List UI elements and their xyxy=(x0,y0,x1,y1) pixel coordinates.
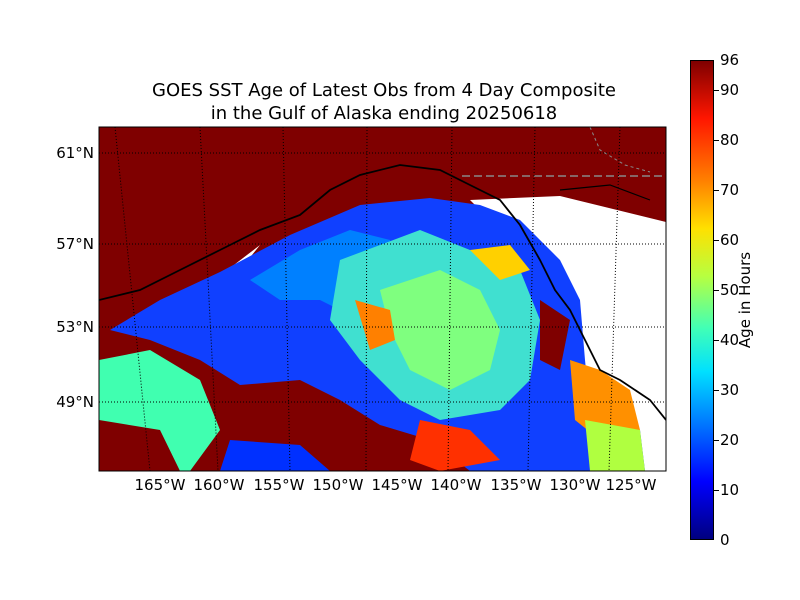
coastline-inland xyxy=(559,184,651,201)
colorbar-tick: 0 xyxy=(720,531,730,549)
colorbar-tick-mark xyxy=(714,140,719,141)
colorbar-tick: 96 xyxy=(720,51,740,69)
swath-lime xyxy=(585,420,645,471)
colorbar-tick: 10 xyxy=(720,481,740,499)
lat-label: 61°N xyxy=(56,144,94,162)
south-blue xyxy=(220,440,330,471)
lat-label: 49°N xyxy=(56,393,94,411)
swath-darkred-patch xyxy=(540,300,570,370)
lon-label: 125°W xyxy=(606,476,657,494)
colorbar-tick-mark xyxy=(714,440,719,441)
lon-label: 155°W xyxy=(254,476,305,494)
southwest-red xyxy=(99,420,180,471)
colorbar-label: Age in Hours xyxy=(736,251,754,349)
swath-orange-west xyxy=(355,300,395,350)
colorbar-tick-mark xyxy=(714,290,719,291)
lon-label: 130°W xyxy=(550,476,601,494)
lat-label: 53°N xyxy=(56,318,94,336)
colorbar-tick: 60 xyxy=(720,231,740,249)
colorbar-tick: 50 xyxy=(720,281,740,299)
border-line-north xyxy=(589,127,651,173)
colorbar-tick-mark xyxy=(714,240,719,241)
colorbar-tick: 70 xyxy=(720,181,740,199)
coastline xyxy=(99,164,666,421)
swath-yellow xyxy=(470,245,530,280)
colorbar-tick: 80 xyxy=(720,131,740,149)
lon-label: 160°W xyxy=(194,476,245,494)
map-frame xyxy=(98,126,667,472)
map-title-line1: GOES SST Age of Latest Obs from 4 Day Co… xyxy=(152,80,616,101)
colorbar-tick-mark xyxy=(714,390,719,391)
lon-label: 150°W xyxy=(313,476,364,494)
colorbar-tick-mark xyxy=(714,490,719,491)
map-title-line2: in the Gulf of Alaska ending 20250618 xyxy=(210,103,558,124)
colorbar-tick-mark xyxy=(714,190,719,191)
lat-label: 57°N xyxy=(56,235,94,253)
colorbar-tick: 20 xyxy=(720,431,740,449)
colorbar-tick: 90 xyxy=(720,81,740,99)
lon-label: 165°W xyxy=(135,476,186,494)
map-field xyxy=(99,127,666,471)
graticule xyxy=(99,127,666,471)
colorbar xyxy=(690,60,714,540)
lon-label: 140°W xyxy=(431,476,482,494)
swath-orange xyxy=(570,360,640,440)
colorbar-tick: 40 xyxy=(720,331,740,349)
lon-label: 145°W xyxy=(372,476,423,494)
swath-green xyxy=(380,270,500,390)
lon-label: 135°W xyxy=(491,476,542,494)
colorbar-tick-mark xyxy=(714,90,719,91)
colorbar-tick: 30 xyxy=(720,381,740,399)
colorbar-tick-mark xyxy=(714,340,719,341)
south-red xyxy=(410,420,500,471)
